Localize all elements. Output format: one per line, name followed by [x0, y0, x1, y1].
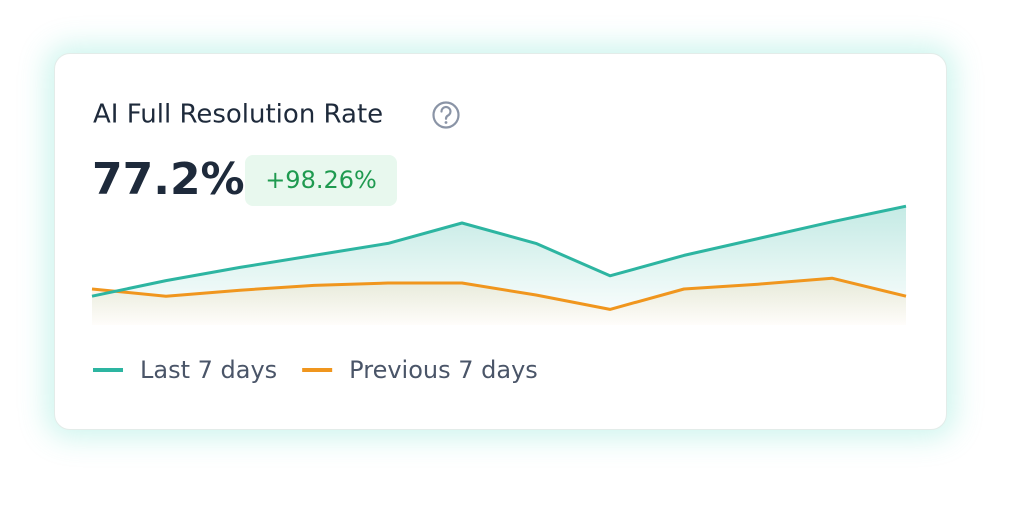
legend-label: Last 7 days	[140, 356, 277, 384]
series-line	[91, 204, 907, 298]
change-value: +98.26%	[265, 166, 377, 194]
series-line	[91, 276, 907, 311]
metric-value: 77.2%	[92, 154, 245, 205]
help-icon[interactable]	[432, 101, 460, 129]
change-badge	[245, 155, 397, 206]
title: AI Full Resolution Rate	[93, 100, 383, 130]
area-fill	[92, 206, 906, 325]
legend-label: Previous 7 days	[349, 356, 538, 384]
